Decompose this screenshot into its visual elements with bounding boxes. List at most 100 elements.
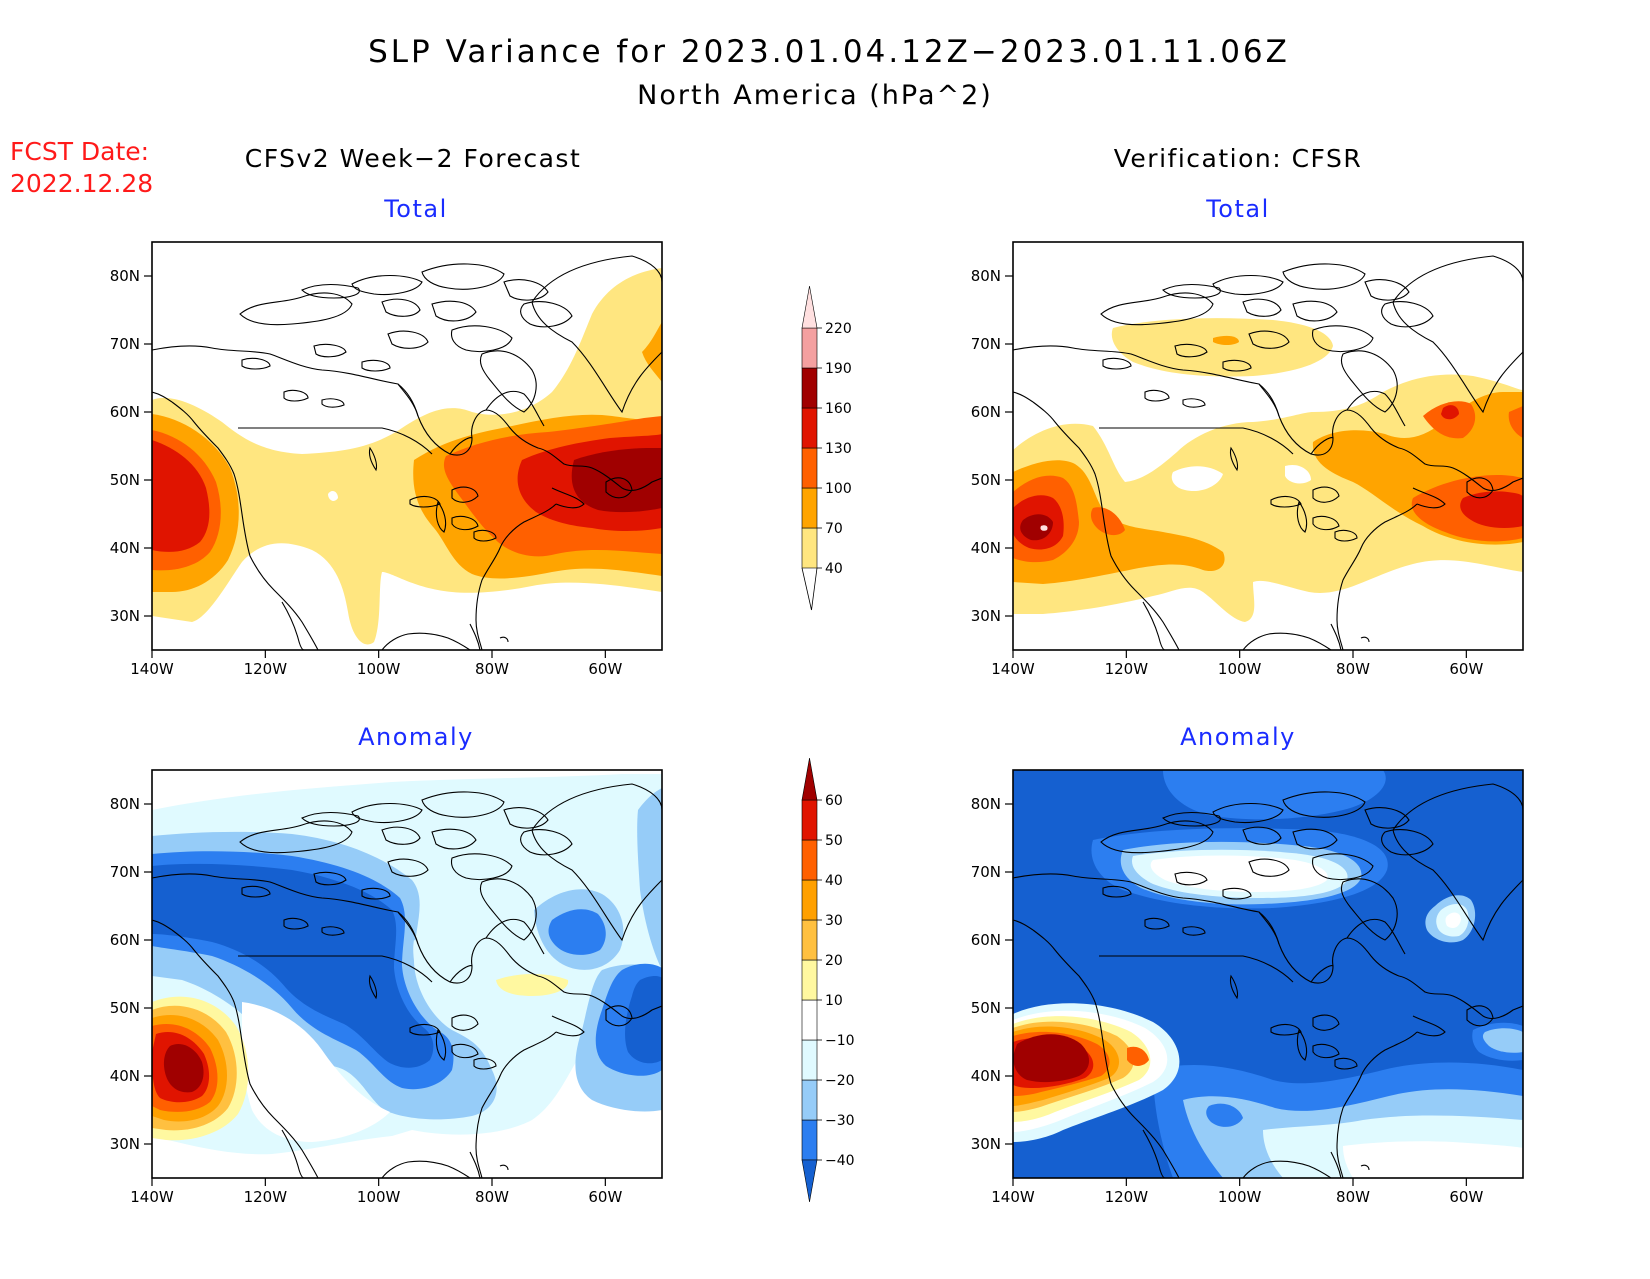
lon-tick-label: 100W bbox=[357, 660, 401, 678]
verification-anomaly-contour-plus60 bbox=[1013, 1034, 1090, 1083]
colorbar-total-bottom-triangle bbox=[801, 567, 818, 611]
lat-tick-label: 30N bbox=[110, 1135, 140, 1153]
lat-tick-label: 70N bbox=[971, 335, 1001, 353]
colorbar-total-swatch bbox=[801, 527, 818, 569]
lat-tick-label: 30N bbox=[110, 607, 140, 625]
verification-total-contour-160 bbox=[1020, 514, 1053, 541]
forecast-anomaly-contour-plus60 bbox=[163, 1043, 204, 1093]
colorbar-anomaly-label: −30 bbox=[825, 1113, 855, 1129]
colorbar-total-label: 40 bbox=[825, 561, 843, 577]
colorbar-anomaly-swatch bbox=[801, 959, 818, 1001]
lat-tick-label: 80N bbox=[110, 267, 140, 285]
lat-tick-label: 30N bbox=[971, 1135, 1001, 1153]
lon-tick-label: 80W bbox=[1336, 660, 1370, 678]
lat-tick-label: 80N bbox=[971, 795, 1001, 813]
lon-tick-label: 140W bbox=[991, 1188, 1035, 1206]
verification-anomaly-title: Anomaly bbox=[1180, 723, 1296, 751]
lat-tick-label: 50N bbox=[971, 999, 1001, 1017]
colorbar-total-swatch bbox=[801, 487, 818, 529]
forecast-anomaly-contour-minus40 bbox=[152, 863, 434, 1068]
lon-tick-label: 60W bbox=[588, 660, 622, 678]
lat-tick-label: 70N bbox=[110, 335, 140, 353]
lat-tick-label: 50N bbox=[971, 471, 1001, 489]
colorbar-anomaly-label: 10 bbox=[825, 993, 843, 1009]
lat-tick-label: 70N bbox=[971, 863, 1001, 881]
lon-tick-label: 100W bbox=[357, 1188, 401, 1206]
figure-subtitle: North America (hPa^2) bbox=[637, 80, 993, 111]
lon-tick-label: 80W bbox=[475, 660, 509, 678]
colorbar-anomaly-swatch bbox=[801, 839, 818, 881]
lon-tick-label: 120W bbox=[244, 660, 288, 678]
forecast-anomaly-title: Anomaly bbox=[358, 723, 474, 751]
lat-tick-label: 80N bbox=[110, 795, 140, 813]
verification-total-map: 30N 40N 50N 60N 70N 80N 140W 120W 100W 80W 60W bbox=[971, 241, 1524, 678]
colorbar-anomaly-swatch bbox=[801, 1079, 818, 1121]
colorbar-anomaly-swatch bbox=[801, 1119, 818, 1161]
colorbar-anomaly-label: 40 bbox=[825, 873, 843, 889]
colorbar-anomaly: −40 −30 −20 −10 10 20 30 40 50 60 bbox=[801, 757, 855, 1203]
lat-tick-label: 60N bbox=[110, 931, 140, 949]
lon-tick-label: 60W bbox=[1449, 660, 1483, 678]
lat-tick-label: 40N bbox=[110, 539, 140, 557]
colorbar-total-swatch bbox=[801, 327, 818, 369]
lat-tick-label: 70N bbox=[110, 863, 140, 881]
colorbar-anomaly-swatch bbox=[801, 919, 818, 961]
colorbar-anomaly-top-triangle bbox=[801, 757, 818, 801]
lat-tick-label: 60N bbox=[971, 403, 1001, 421]
fcst-date-value: 2022.12.28 bbox=[10, 169, 153, 198]
colorbar-anomaly-label: 30 bbox=[825, 913, 843, 929]
lat-tick-label: 60N bbox=[110, 403, 140, 421]
colorbar-anomaly-swatch bbox=[801, 879, 818, 921]
lon-tick-label: 80W bbox=[475, 1188, 509, 1206]
verification-total-title: Total bbox=[1205, 195, 1270, 223]
colorbar-total-swatch bbox=[801, 447, 818, 489]
lon-tick-label: 120W bbox=[1105, 1188, 1149, 1206]
colorbar-total-label: 70 bbox=[825, 521, 843, 537]
colorbar-anomaly-label: −40 bbox=[825, 1153, 855, 1169]
lon-tick-label: 140W bbox=[130, 1188, 174, 1206]
colorbar-anomaly-bottom-triangle bbox=[801, 1159, 818, 1203]
lon-tick-label: 140W bbox=[130, 660, 174, 678]
lon-tick-label: 100W bbox=[1218, 660, 1262, 678]
verification-anomaly-contour-minus30 bbox=[1163, 770, 1386, 820]
lon-tick-label: 80W bbox=[1336, 1188, 1370, 1206]
colorbar-total-swatch bbox=[801, 367, 818, 409]
forecast-total-title: Total bbox=[383, 195, 448, 223]
lon-tick-label: 60W bbox=[588, 1188, 622, 1206]
forecast-anomaly-map: 30N 40N 50N 60N 70N 80N 140W 120W 100W 80W 60W bbox=[110, 769, 663, 1206]
figure-title: SLP Variance for 2023.01.04.12Z−2023.01.… bbox=[368, 34, 1290, 70]
lon-tick-label: 120W bbox=[244, 1188, 288, 1206]
colorbar-anomaly-swatch bbox=[801, 999, 818, 1041]
colorbar-total: 40 70 100 130 160 190 220 bbox=[801, 285, 852, 611]
colorbar-anomaly-label: −10 bbox=[825, 1033, 855, 1049]
colorbar-total-top-triangle bbox=[801, 285, 818, 329]
lat-tick-label: 30N bbox=[971, 607, 1001, 625]
colorbar-total-label: 130 bbox=[825, 441, 852, 457]
colorbar-total-swatch bbox=[801, 407, 818, 449]
colorbar-anomaly-label: 60 bbox=[825, 793, 843, 809]
lat-tick-label: 40N bbox=[110, 1067, 140, 1085]
forecast-column-title: CFSv2 Week−2 Forecast bbox=[245, 144, 582, 173]
colorbar-anomaly-label: 50 bbox=[825, 833, 843, 849]
colorbar-anomaly-swatch bbox=[801, 799, 818, 841]
lat-tick-label: 40N bbox=[971, 1067, 1001, 1085]
forecast-total-map: 30N 40N 50N 60N 70N 80N 140W 120W 100W 80W 60W bbox=[110, 241, 663, 678]
lat-tick-label: 50N bbox=[110, 471, 140, 489]
lon-tick-label: 60W bbox=[1449, 1188, 1483, 1206]
colorbar-total-label: 190 bbox=[825, 361, 852, 377]
forecast-total-contour-160 bbox=[571, 448, 662, 513]
lat-tick-label: 60N bbox=[971, 931, 1001, 949]
lat-tick-label: 40N bbox=[971, 539, 1001, 557]
verification-anomaly-map: 30N 40N 50N 60N 70N 80N 140W 120W 100W 80W 60W bbox=[971, 769, 1524, 1206]
colorbar-anomaly-label: −20 bbox=[825, 1073, 855, 1089]
lon-tick-label: 120W bbox=[1105, 660, 1149, 678]
colorbar-anomaly-label: 20 bbox=[825, 953, 843, 969]
lat-tick-label: 50N bbox=[110, 999, 140, 1017]
lon-tick-label: 100W bbox=[1218, 1188, 1262, 1206]
forecast-anomaly-contour-plus10 bbox=[496, 974, 569, 996]
forecast-total-contour-130 bbox=[152, 440, 210, 552]
verification-column-title: Verification: CFSR bbox=[1114, 144, 1362, 173]
colorbar-anomaly-swatch bbox=[801, 1039, 818, 1081]
fcst-date-label: FCST Date: bbox=[10, 137, 149, 166]
